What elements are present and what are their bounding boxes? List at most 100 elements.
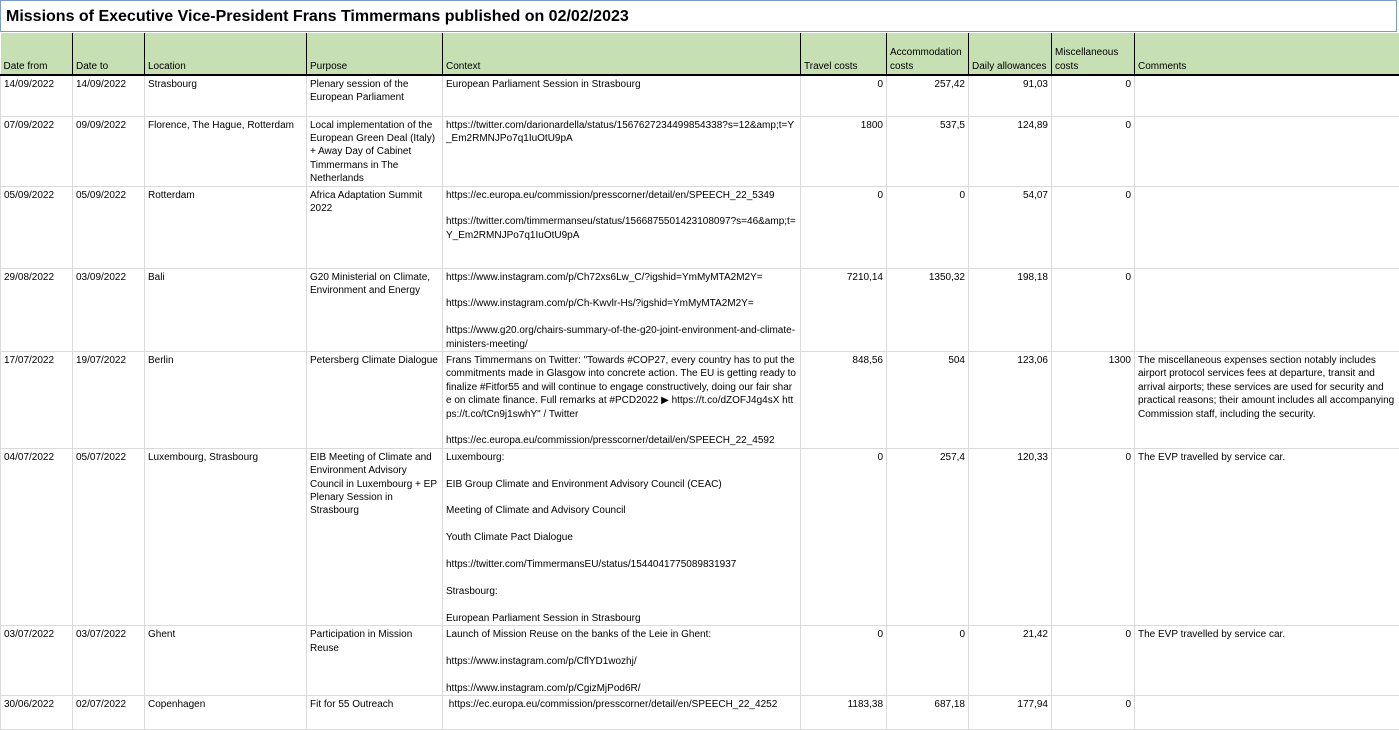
purpose-cell[interactable]: Local implementation of the European Gre… [307, 116, 443, 186]
header-context[interactable]: Context [443, 33, 801, 75]
accommodation-costs-cell[interactable]: 0 [887, 186, 969, 268]
accommodation-costs-cell[interactable]: 0 [887, 626, 969, 696]
daily-allowances-cell[interactable]: 124,89 [969, 116, 1052, 186]
miscellaneous-costs-cell[interactable]: 0 [1052, 116, 1135, 186]
context-cell[interactable]: Launch of Mission Reuse on the banks of … [443, 626, 801, 696]
context-cell[interactable]: https://www.instagram.com/p/Ch72xs6Lw_C/… [443, 268, 801, 351]
daily-allowances-cell[interactable]: 21,42 [969, 626, 1052, 696]
daily-allowances-cell[interactable]: 120,33 [969, 448, 1052, 625]
date-from-cell[interactable]: 03/07/2022 [1, 626, 73, 696]
accommodation-costs-cell[interactable]: 504 [887, 351, 969, 448]
context-cell[interactable]: European Parliament Session in Strasbour… [443, 75, 801, 116]
date-to-cell[interactable]: 05/09/2022 [73, 186, 145, 268]
travel-costs-cell[interactable]: 0 [801, 626, 887, 696]
date-to-cell[interactable]: 02/07/2022 [73, 696, 145, 730]
purpose-cell[interactable]: Petersberg Climate Dialogue [307, 351, 443, 448]
miscellaneous-costs-cell[interactable]: 0 [1052, 696, 1135, 730]
comments-cell[interactable]: The EVP travelled by service car. [1135, 448, 1399, 625]
comments-cell[interactable]: The EVP travelled by service car. [1135, 626, 1399, 696]
sheet-title[interactable]: Missions of Executive Vice-President Fra… [0, 0, 1397, 32]
date-to-cell[interactable]: 09/09/2022 [73, 116, 145, 186]
context-cell[interactable]: https://ec.europa.eu/commission/presscor… [443, 696, 801, 730]
date-from-cell[interactable]: 04/07/2022 [1, 448, 73, 625]
location-cell[interactable]: Copenhagen [145, 696, 307, 730]
location-cell[interactable]: Ghent [145, 626, 307, 696]
comments-cell[interactable] [1135, 75, 1399, 116]
travel-costs-cell[interactable]: 7210,14 [801, 268, 887, 351]
date-from-cell[interactable]: 17/07/2022 [1, 351, 73, 448]
accommodation-costs-cell[interactable]: 1350,32 [887, 268, 969, 351]
daily-allowances-cell[interactable]: 54,07 [969, 186, 1052, 268]
header-travel-costs[interactable]: Travel costs [801, 33, 887, 75]
comments-cell[interactable] [1135, 268, 1399, 351]
purpose-cell[interactable]: EIB Meeting of Climate and Environment A… [307, 448, 443, 625]
location-cell[interactable]: Rotterdam [145, 186, 307, 268]
miscellaneous-costs-cell[interactable]: 0 [1052, 268, 1135, 351]
date-to-cell[interactable]: 05/07/2022 [73, 448, 145, 625]
miscellaneous-costs-cell[interactable]: 0 [1052, 186, 1135, 268]
header-row: Date from Date to Location Purpose Conte… [1, 33, 1399, 75]
miscellaneous-costs-cell[interactable]: 0 [1052, 626, 1135, 696]
location-cell[interactable]: Bali [145, 268, 307, 351]
daily-allowances-cell[interactable]: 91,03 [969, 75, 1052, 116]
header-location[interactable]: Location [145, 33, 307, 75]
comments-cell[interactable] [1135, 116, 1399, 186]
header-accommodation-costs[interactable]: Accommodation costs [887, 33, 969, 75]
purpose-cell[interactable]: Plenary session of the European Parliame… [307, 75, 443, 116]
accommodation-costs-cell[interactable]: 257,4 [887, 448, 969, 625]
purpose-cell[interactable]: Africa Adaptation Summit 2022 [307, 186, 443, 268]
accommodation-costs-cell[interactable]: 687,18 [887, 696, 969, 730]
travel-costs-cell[interactable]: 1183,38 [801, 696, 887, 730]
location-cell[interactable]: Florence, The Hague, Rotterdam [145, 116, 307, 186]
date-to-cell[interactable]: 19/07/2022 [73, 351, 145, 448]
header-daily-allowances[interactable]: Daily allowances [969, 33, 1052, 75]
context-cell[interactable]: Luxembourg: EIB Group Climate and Enviro… [443, 448, 801, 625]
travel-costs-cell[interactable]: 1800 [801, 116, 887, 186]
purpose-cell[interactable]: Fit for 55 Outreach [307, 696, 443, 730]
accommodation-costs-cell[interactable]: 257,42 [887, 75, 969, 116]
date-from-cell[interactable]: 05/09/2022 [1, 186, 73, 268]
context-cell[interactable]: Frans Timmermans on Twitter: "Towards #C… [443, 351, 801, 448]
location-cell[interactable]: Luxembourg, Strasbourg [145, 448, 307, 625]
date-from-cell[interactable]: 14/09/2022 [1, 75, 73, 116]
context-cell[interactable]: https://twitter.com/darionardella/status… [443, 116, 801, 186]
header-date-to[interactable]: Date to [73, 33, 145, 75]
date-from-cell[interactable]: 30/06/2022 [1, 696, 73, 730]
comments-cell[interactable] [1135, 186, 1399, 268]
daily-allowances-cell[interactable]: 123,06 [969, 351, 1052, 448]
comments-cell[interactable]: The miscellaneous expenses section notab… [1135, 351, 1399, 448]
header-date-from[interactable]: Date from [1, 33, 73, 75]
purpose-cell[interactable]: G20 Ministerial on Climate, Environment … [307, 268, 443, 351]
date-from-cell[interactable]: 29/08/2022 [1, 268, 73, 351]
header-purpose[interactable]: Purpose [307, 33, 443, 75]
date-to-cell[interactable]: 03/07/2022 [73, 626, 145, 696]
travel-costs-cell[interactable]: 848,56 [801, 351, 887, 448]
travel-costs-cell[interactable]: 0 [801, 448, 887, 625]
purpose-cell[interactable]: Participation in Mission Reuse [307, 626, 443, 696]
context-cell[interactable]: https://ec.europa.eu/commission/presscor… [443, 186, 801, 268]
daily-allowances-cell[interactable]: 177,94 [969, 696, 1052, 730]
location-cell[interactable]: Berlin [145, 351, 307, 448]
header-miscellaneous-costs[interactable]: Miscellaneous costs [1052, 33, 1135, 75]
daily-allowances-cell[interactable]: 198,18 [969, 268, 1052, 351]
missions-table: Date from Date to Location Purpose Conte… [0, 33, 1399, 730]
miscellaneous-costs-cell[interactable]: 0 [1052, 448, 1135, 625]
miscellaneous-costs-cell[interactable]: 1300 [1052, 351, 1135, 448]
accommodation-costs-cell[interactable]: 537,5 [887, 116, 969, 186]
date-to-cell[interactable]: 03/09/2022 [73, 268, 145, 351]
miscellaneous-costs-cell[interactable]: 0 [1052, 75, 1135, 116]
date-to-cell[interactable]: 14/09/2022 [73, 75, 145, 116]
date-from-cell[interactable]: 07/09/2022 [1, 116, 73, 186]
comments-cell[interactable] [1135, 696, 1399, 730]
travel-costs-cell[interactable]: 0 [801, 75, 887, 116]
header-comments[interactable]: Comments [1135, 33, 1399, 75]
location-cell[interactable]: Strasbourg [145, 75, 307, 116]
travel-costs-cell[interactable]: 0 [801, 186, 887, 268]
